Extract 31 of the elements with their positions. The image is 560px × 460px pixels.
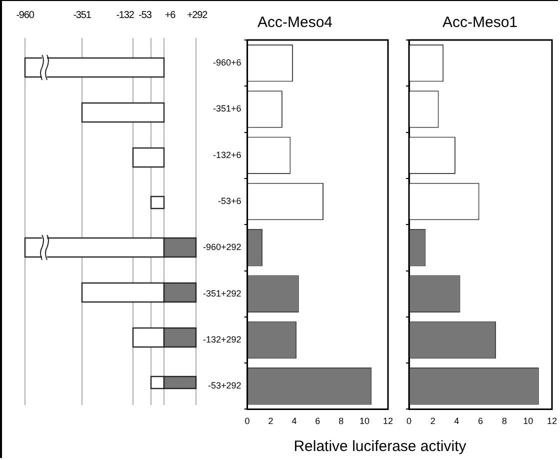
- text: -960: [16, 10, 34, 21]
- x-tick-label: 6: [315, 416, 320, 426]
- y-tick-label: -132+6: [213, 150, 242, 160]
- x-tick-label: 0: [406, 416, 412, 426]
- text: +6: [164, 10, 176, 21]
- x-tick-label: 4: [454, 416, 460, 426]
- x-tick-label: 4: [292, 416, 297, 426]
- chart-title: Acc-Meso1: [442, 14, 518, 32]
- y-tick-label: -351+292: [202, 288, 242, 298]
- x-tick-label: 8: [502, 416, 507, 426]
- y-tick-label: -132+292: [202, 334, 242, 344]
- y-tick-label: -960+292: [202, 242, 242, 252]
- text: -132: [116, 10, 134, 21]
- x-tick-label: 12: [382, 416, 393, 426]
- x-tick-label: 6: [478, 416, 484, 426]
- text: -53: [138, 10, 152, 21]
- x-tick-label: 8: [338, 416, 344, 426]
- x-tick-label: 0: [244, 416, 250, 426]
- y-tick-label: -351+6: [213, 104, 242, 114]
- text: -351: [73, 10, 91, 21]
- x-tick-label: 12: [546, 416, 557, 426]
- text: +292: [186, 10, 208, 21]
- x-tick-label: 2: [430, 416, 436, 426]
- y-tick-label: -53+292: [208, 380, 242, 391]
- y-tick-label: -960+6: [213, 58, 242, 68]
- y-tick-label: -53+6: [218, 196, 242, 206]
- chart-title: Acc-Meso4: [257, 14, 333, 32]
- x-tick-label: 10: [523, 416, 534, 426]
- x-tick-label: 10: [360, 416, 370, 426]
- x-tick-label: 2: [268, 416, 274, 426]
- x-axis-title: Relative luciferase activity: [292, 438, 468, 455]
